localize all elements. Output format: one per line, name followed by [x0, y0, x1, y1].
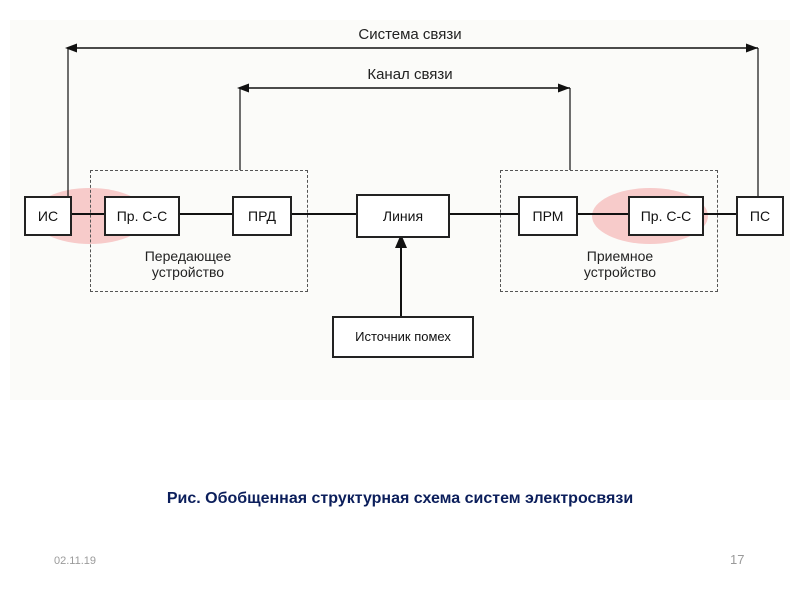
- node-line: Линия: [356, 194, 450, 238]
- node-is: ИС: [24, 196, 72, 236]
- footer-date: 02.11.19: [54, 555, 96, 567]
- node-noise: Источник помех: [332, 316, 474, 358]
- footer-page-number: 17: [730, 552, 744, 567]
- span-system-label: Система связи: [310, 26, 510, 43]
- span-channel-label: Канал связи: [330, 66, 490, 83]
- figure-caption: Рис. Обобщенная структурная схема систем…: [0, 490, 800, 508]
- rx-group-label: Приемное устройство: [550, 248, 690, 280]
- node-prm: ПРМ: [518, 196, 578, 236]
- node-prcs-right: Пр. С-С: [628, 196, 704, 236]
- node-prd: ПРД: [232, 196, 292, 236]
- node-prcs-left: Пр. С-С: [104, 196, 180, 236]
- node-ps: ПС: [736, 196, 784, 236]
- tx-group-label: Передающее устройство: [118, 248, 258, 280]
- diagram-canvas: Система связи Канал связи ИС Пр. С-С ПРД…: [10, 20, 790, 400]
